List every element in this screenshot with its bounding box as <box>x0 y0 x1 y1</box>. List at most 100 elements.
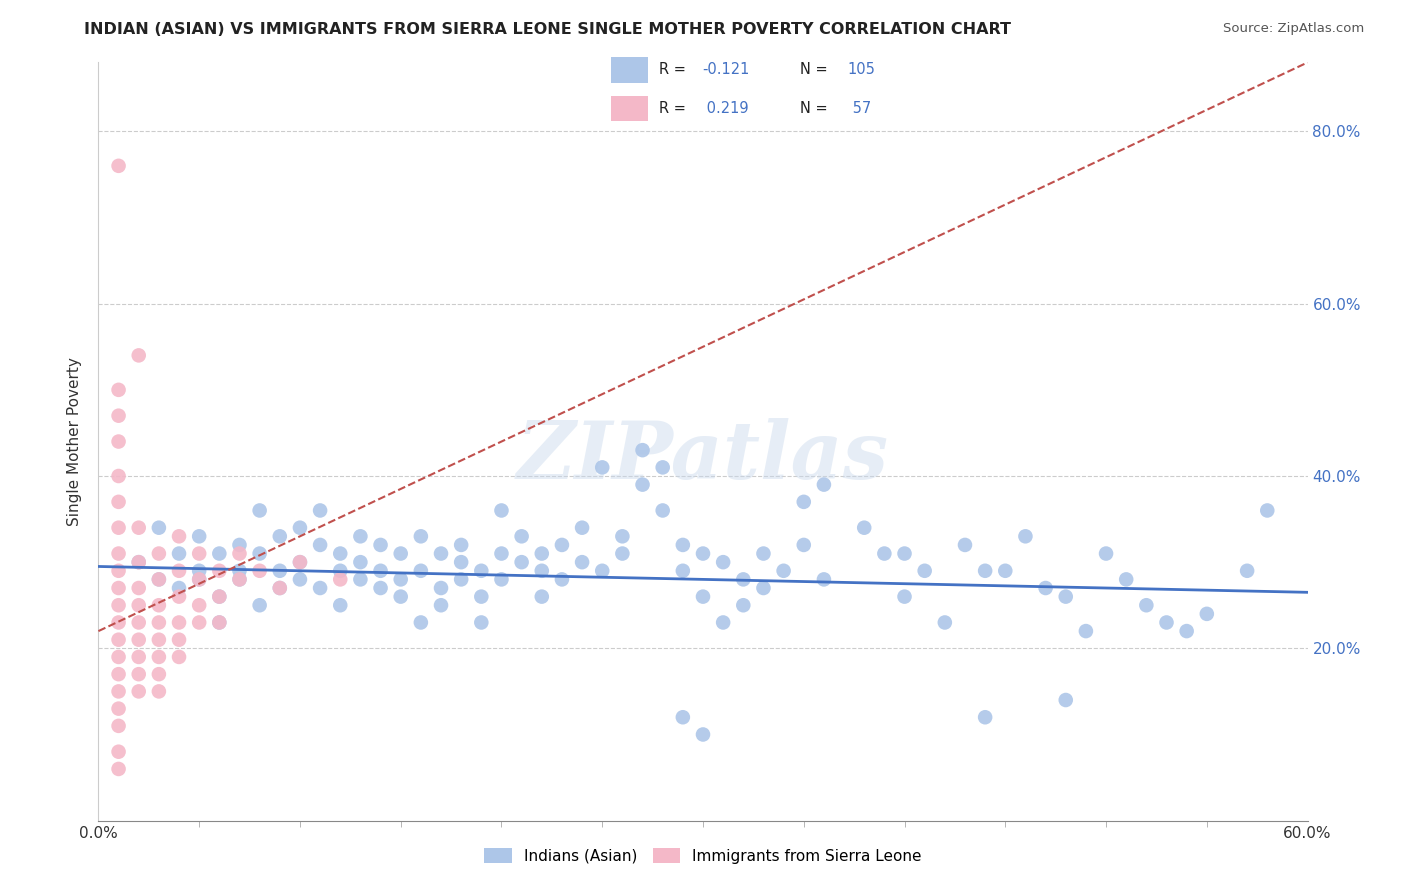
Point <box>873 547 896 561</box>
Point <box>530 564 553 578</box>
Text: 57: 57 <box>848 101 870 116</box>
Point <box>772 564 794 578</box>
Point <box>612 547 634 561</box>
Point <box>430 547 453 561</box>
Point <box>107 469 129 483</box>
Point <box>1115 573 1137 587</box>
Point <box>208 615 231 630</box>
Point <box>107 649 129 664</box>
Point <box>692 590 714 604</box>
Text: 0.219: 0.219 <box>703 101 749 116</box>
Point <box>329 547 352 561</box>
Point <box>309 581 332 595</box>
Point <box>510 555 533 569</box>
Point <box>128 348 150 362</box>
Point <box>269 529 291 543</box>
Text: 105: 105 <box>848 62 876 78</box>
Point <box>793 495 815 509</box>
Point <box>188 547 211 561</box>
Point <box>188 573 211 587</box>
Point <box>107 745 129 759</box>
Point <box>228 538 250 552</box>
Point <box>631 443 654 458</box>
Point <box>188 529 211 543</box>
Point <box>672 538 695 552</box>
Point <box>491 573 513 587</box>
Point <box>208 590 231 604</box>
Point <box>167 632 190 647</box>
Point <box>612 529 634 543</box>
Point <box>651 503 673 517</box>
Point <box>309 503 332 517</box>
Point <box>711 615 734 630</box>
Point <box>450 573 472 587</box>
Point <box>128 599 150 613</box>
Point <box>309 538 332 552</box>
Text: Source: ZipAtlas.com: Source: ZipAtlas.com <box>1223 22 1364 36</box>
Point <box>167 615 190 630</box>
Point <box>148 632 170 647</box>
Point <box>128 581 150 595</box>
Point <box>1074 624 1097 639</box>
Point <box>409 529 432 543</box>
Point <box>733 573 755 587</box>
Point <box>430 599 453 613</box>
Point <box>107 495 129 509</box>
Y-axis label: Single Mother Poverty: Single Mother Poverty <box>67 357 83 526</box>
Point <box>128 615 150 630</box>
Point <box>107 762 129 776</box>
Point <box>530 590 553 604</box>
Point <box>389 547 412 561</box>
Point <box>631 477 654 491</box>
Point <box>1135 599 1157 613</box>
Point <box>349 529 371 543</box>
Point <box>510 529 533 543</box>
Point <box>208 564 231 578</box>
Point <box>551 573 574 587</box>
Point <box>128 555 150 569</box>
Point <box>752 547 775 561</box>
Point <box>107 599 129 613</box>
Point <box>107 383 129 397</box>
Point <box>1054 590 1077 604</box>
Point <box>128 667 150 681</box>
Point <box>107 521 129 535</box>
Point <box>228 573 250 587</box>
Point <box>370 564 392 578</box>
Point <box>530 547 553 561</box>
Point <box>288 573 311 587</box>
Point <box>711 555 734 569</box>
Point <box>450 538 472 552</box>
Point <box>591 460 613 475</box>
Point <box>148 573 170 587</box>
Point <box>148 667 170 681</box>
Point <box>329 599 352 613</box>
Point <box>107 667 129 681</box>
Point <box>148 547 170 561</box>
Text: INDIAN (ASIAN) VS IMMIGRANTS FROM SIERRA LEONE SINGLE MOTHER POVERTY CORRELATION: INDIAN (ASIAN) VS IMMIGRANTS FROM SIERRA… <box>84 22 1011 37</box>
Point <box>249 599 271 613</box>
Point <box>733 599 755 613</box>
Point <box>370 581 392 595</box>
Point <box>1256 503 1278 517</box>
Point <box>793 538 815 552</box>
Point <box>107 564 129 578</box>
Point <box>914 564 936 578</box>
Bar <box>612 95 648 121</box>
Point <box>107 409 129 423</box>
Point <box>1035 581 1057 595</box>
Point <box>672 564 695 578</box>
Point <box>107 719 129 733</box>
Point <box>228 573 250 587</box>
Point <box>208 590 231 604</box>
Text: R =: R = <box>658 62 690 78</box>
Point <box>953 538 976 552</box>
Point <box>107 701 129 715</box>
Point <box>409 615 432 630</box>
Point <box>389 573 412 587</box>
Point <box>893 547 915 561</box>
Point <box>107 434 129 449</box>
Point <box>491 547 513 561</box>
Bar <box>612 57 648 83</box>
Point <box>288 555 311 569</box>
